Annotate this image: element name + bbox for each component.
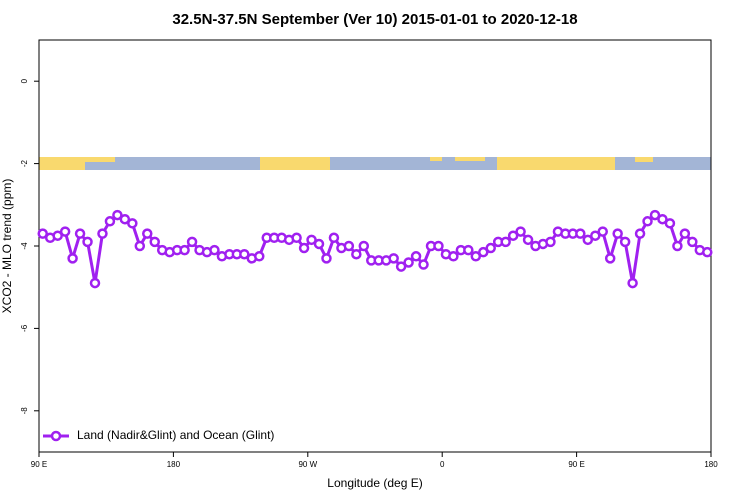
legend-label: Land (Nadir&Glint) and Ocean (Glint) xyxy=(77,428,274,442)
data-point xyxy=(97,228,108,239)
data-point xyxy=(627,277,638,289)
data-point xyxy=(500,236,511,248)
data-point xyxy=(395,261,407,272)
data-point xyxy=(149,236,160,248)
y-tick-label: 0 xyxy=(20,78,29,83)
data-point xyxy=(597,226,608,237)
data-point xyxy=(321,253,332,264)
data-point xyxy=(388,253,399,264)
data-point xyxy=(52,230,63,241)
map-strip xyxy=(39,157,711,170)
x-tick-label: 180 xyxy=(704,460,718,469)
x-tick-label: 90 E xyxy=(31,460,47,469)
data-point xyxy=(74,228,86,239)
data-point xyxy=(507,230,519,241)
data-point xyxy=(664,218,676,229)
data-point xyxy=(403,257,414,268)
data-point xyxy=(619,236,631,248)
y-tick-label: -2 xyxy=(20,159,29,167)
x-axis-label: Longitude (deg E) xyxy=(327,476,422,490)
data-point xyxy=(657,213,668,225)
data-point xyxy=(179,244,190,256)
data-point xyxy=(67,253,78,264)
data-point xyxy=(470,251,482,262)
data-point xyxy=(575,228,586,239)
data-point xyxy=(298,242,310,254)
data-point xyxy=(134,240,146,252)
data-point xyxy=(687,236,698,248)
data-point xyxy=(37,228,48,239)
data-point xyxy=(679,228,691,239)
data-point xyxy=(328,232,340,244)
data-point xyxy=(82,236,93,248)
data-point xyxy=(463,244,474,256)
data-point xyxy=(112,209,123,221)
y-axis-label: XCO2 - MLO trend (ppm) xyxy=(0,179,14,314)
data-point xyxy=(634,228,646,239)
data-point xyxy=(254,251,265,262)
data-point xyxy=(582,234,594,246)
y-tick-label: -4 xyxy=(20,242,29,250)
x-tick-label: 90 E xyxy=(568,460,584,469)
x-tick-label: 0 xyxy=(440,460,445,469)
data-point xyxy=(702,246,713,258)
y-tick-label: -6 xyxy=(20,324,29,332)
data-point xyxy=(433,240,444,252)
data-point xyxy=(642,216,653,227)
data-point xyxy=(59,226,71,237)
data-point xyxy=(313,238,325,250)
data-point xyxy=(351,248,362,260)
data-point xyxy=(485,242,496,254)
data-point xyxy=(418,259,429,270)
data-point xyxy=(604,253,616,264)
data-point xyxy=(127,218,138,229)
data-point xyxy=(410,251,422,262)
data-point xyxy=(612,228,623,239)
data-point xyxy=(142,228,153,239)
data-point xyxy=(209,244,220,256)
y-tick-label: -8 xyxy=(20,407,29,415)
data-point xyxy=(478,246,489,258)
chart-title: 32.5N-37.5N September (Ver 10) 2015-01-0… xyxy=(172,11,577,28)
data-point xyxy=(186,236,198,248)
x-tick-label: 180 xyxy=(167,460,181,469)
data-point xyxy=(239,248,250,260)
data-point xyxy=(358,240,370,252)
data-point xyxy=(104,216,116,227)
data-point xyxy=(448,251,459,262)
x-tick-label: 90 W xyxy=(298,460,317,469)
legend-marker xyxy=(50,430,62,442)
data-point xyxy=(649,209,661,221)
data-point xyxy=(545,236,556,248)
data-point xyxy=(89,277,101,289)
data-point xyxy=(522,234,534,246)
data-point xyxy=(672,240,683,252)
data-point xyxy=(515,226,526,237)
data-point xyxy=(343,240,355,252)
data-point xyxy=(590,230,601,241)
data-point xyxy=(291,232,302,244)
data-point xyxy=(306,234,317,246)
data-point xyxy=(119,213,131,225)
